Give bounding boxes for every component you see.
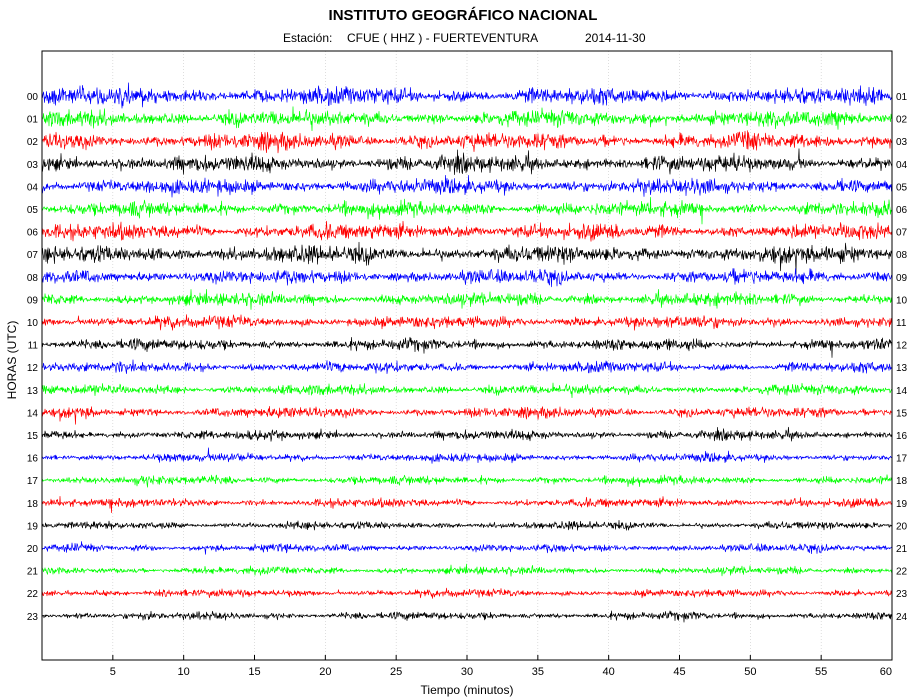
trace-hour-04: [41, 174, 893, 198]
hour-label-right: 16: [896, 431, 908, 442]
station-label: Estación:: [283, 31, 332, 45]
seismic-traces: [41, 82, 893, 623]
hour-label-left: 14: [27, 408, 39, 419]
hour-label-right: 17: [896, 454, 908, 465]
hour-label-right: 05: [896, 182, 908, 193]
hour-label-left: 17: [27, 476, 39, 487]
trace-hour-21: [41, 563, 893, 577]
trace-hour-13: [41, 382, 893, 399]
hour-label-left: 06: [27, 228, 39, 239]
hour-label-left: 04: [27, 182, 39, 193]
hour-label-right: 14: [896, 386, 908, 397]
hour-label-right: 21: [896, 544, 908, 555]
trace-hour-22: [41, 587, 893, 599]
trace-hour-20: [41, 541, 893, 555]
x-tick-label: 40: [603, 666, 615, 678]
hour-label-left: 19: [27, 521, 39, 532]
x-tick-label: 55: [815, 666, 827, 678]
trace-hour-02: [41, 130, 893, 154]
y-axis-label: HORAS (UTC): [5, 321, 19, 400]
hour-label-right: 13: [896, 363, 908, 374]
right-hour-labels: 01 02 03 04 05 06 07 08 09 10 11 12 13 14 15 16 17 18 19 20…: [896, 92, 908, 623]
hour-label-right: 18: [896, 476, 908, 487]
trace-hour-14: [41, 405, 893, 425]
hour-label-right: 10: [896, 295, 908, 306]
hour-label-left: 21: [27, 567, 39, 578]
trace-hour-00: [41, 82, 893, 109]
hour-label-right: 08: [896, 250, 908, 261]
x-tick-label: 50: [744, 666, 756, 678]
hour-label-right: 22: [896, 567, 908, 578]
hour-label-right: 09: [896, 273, 908, 284]
grid: [112, 51, 822, 660]
trace-hour-23: [41, 610, 893, 623]
hour-label-right: 12: [896, 341, 908, 352]
hour-label-left: 15: [27, 431, 39, 442]
hour-label-left: 02: [27, 137, 39, 148]
x-tick-label: 20: [319, 666, 331, 678]
trace-hour-05: [41, 196, 893, 225]
station-name: CFUE ( HHZ ) - FUERTEVENTURA: [347, 31, 538, 45]
hour-label-right: 23: [896, 589, 908, 600]
hour-label-right: 15: [896, 408, 908, 419]
hour-label-left: 11: [28, 341, 39, 352]
hour-label-right: 02: [896, 115, 908, 126]
x-tick-label: 15: [248, 666, 260, 678]
trace-hour-15: [41, 426, 893, 442]
hour-label-left: 00: [27, 92, 39, 103]
x-axis-ticks: 5 10 15 20 25 30 35 40 45 50 55 60: [110, 655, 893, 678]
hour-label-left: 12: [27, 363, 39, 374]
hour-label-right: 24: [896, 612, 908, 623]
chart-title: INSTITUTO GEOGRÁFICO NACIONAL: [329, 7, 598, 24]
left-hour-labels: 00 01 02 03 04 05 06 07 08 09 10 11 12 13 14 15 16 17 18 19…: [27, 92, 39, 623]
hour-label-left: 22: [27, 589, 39, 600]
hour-label-right: 07: [896, 228, 908, 239]
hour-label-right: 04: [896, 160, 908, 171]
x-tick-label: 30: [461, 666, 473, 678]
trace-hour-19: [41, 520, 893, 531]
trace-hour-17: [41, 474, 893, 488]
hour-label-left: 08: [27, 273, 39, 284]
hour-label-right: 19: [896, 499, 908, 510]
hour-label-left: 01: [27, 115, 39, 126]
trace-hour-01: [41, 106, 893, 132]
trace-hour-11: [41, 336, 893, 358]
chart-date: 2014-11-30: [585, 31, 646, 45]
x-tick-label: 45: [673, 666, 685, 678]
x-tick-label: 5: [110, 666, 116, 678]
hour-label-right: 11: [896, 318, 907, 329]
hour-label-right: 03: [896, 137, 908, 148]
hour-label-right: 06: [896, 205, 908, 216]
trace-hour-07: [41, 241, 893, 274]
hour-label-left: 18: [27, 499, 39, 510]
hour-label-left: 20: [27, 544, 39, 555]
trace-hour-10: [41, 314, 893, 331]
trace-hour-08: [41, 268, 893, 288]
hour-label-left: 13: [27, 386, 39, 397]
hour-label-left: 05: [27, 205, 39, 216]
hour-label-right: 20: [896, 521, 908, 532]
trace-hour-09: [41, 288, 893, 310]
hour-label-left: 07: [27, 250, 39, 261]
hour-label-left: 09: [27, 295, 39, 306]
trace-hour-12: [41, 359, 893, 374]
x-tick-label: 35: [532, 666, 544, 678]
x-tick-label: 10: [178, 666, 190, 678]
trace-hour-06: [41, 220, 893, 242]
hour-label-left: 10: [27, 318, 39, 329]
x-tick-label: 25: [390, 666, 402, 678]
trace-hour-18: [41, 495, 893, 514]
trace-hour-03: [41, 148, 893, 175]
x-axis-label: Tiempo (minutos): [421, 683, 514, 697]
hour-label-left: 03: [27, 160, 39, 171]
trace-hour-16: [41, 447, 893, 464]
hour-label-left: 23: [27, 612, 39, 623]
x-tick-label: 60: [880, 666, 892, 678]
hour-label-left: 16: [27, 454, 39, 465]
hour-label-right: 01: [896, 92, 908, 103]
